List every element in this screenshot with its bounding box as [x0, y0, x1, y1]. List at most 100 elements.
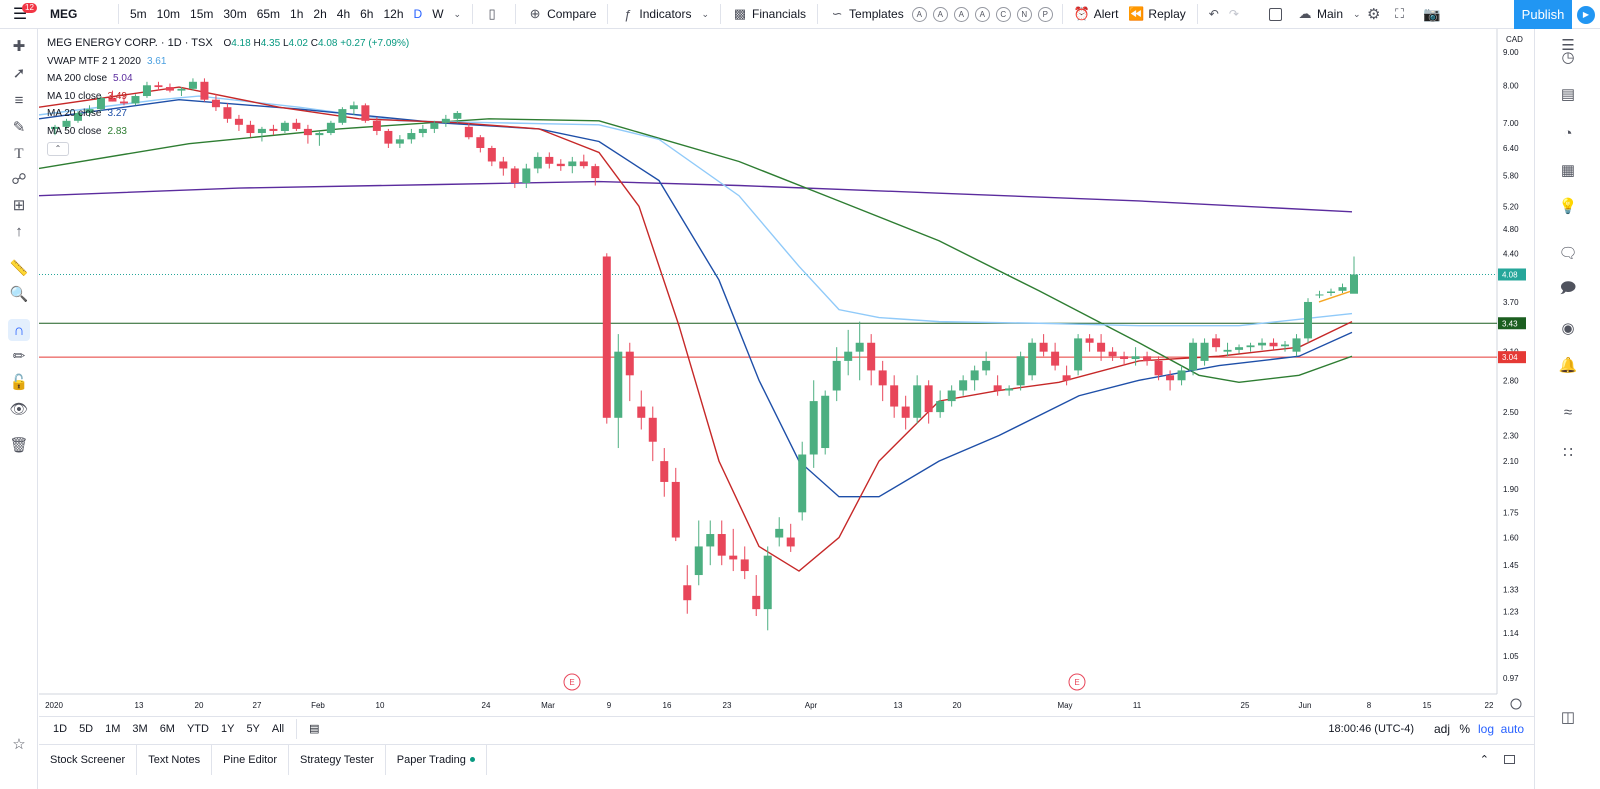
publish-button[interactable]: Publish [1514, 0, 1572, 29]
crosshair-tool[interactable]: ✚ [8, 35, 30, 57]
indicator-row[interactable]: MA 10 close 3.49 [47, 88, 409, 106]
symbol-search[interactable]: MEG [50, 7, 78, 21]
remove-drawings-tool[interactable]: 🗑 [8, 434, 30, 456]
zoom-tool[interactable]: 🔍 [8, 283, 30, 305]
template-shortcut[interactable]: A [974, 6, 990, 22]
pattern-tool[interactable]: ☍ [8, 168, 30, 190]
tab-paper-trading[interactable]: Paper Trading [386, 744, 487, 775]
range-ytd[interactable]: YTD [186, 722, 209, 735]
stay-drawing-tool[interactable]: ✏ [8, 345, 30, 367]
tab-strategy-tester[interactable]: Strategy Tester [289, 744, 386, 775]
symbol-title[interactable]: MEG ENERGY CORP. · 1D · TSX [47, 37, 213, 49]
menu-button[interactable]: ☰ 12 [0, 0, 40, 29]
layout-selector[interactable]: ☁ Main ⌄ [1292, 0, 1366, 29]
time-axis[interactable]: 2020 13 20 27 Feb 10 24 Mar 9 16 23 Apr 13 20 May 11 25 J… [45, 698, 1522, 710]
template-shortcut[interactable]: A [932, 6, 948, 22]
interval-10m[interactable]: 10m [156, 7, 181, 21]
indicator-row[interactable]: MA 20 close 3.27 [47, 105, 409, 123]
data-window-button[interactable]: ▤ [1557, 83, 1579, 105]
indicator-row[interactable]: MA 200 close 5.04 [47, 70, 409, 88]
range-1m[interactable]: 1M [105, 722, 121, 735]
tab-text-notes[interactable]: Text Notes [137, 744, 213, 775]
interval-12h[interactable]: 12h [383, 7, 404, 21]
hotlist-button[interactable]: ◔ [1557, 122, 1579, 144]
interval-2h[interactable]: 2h [313, 7, 327, 21]
chart-style-button[interactable]: ▯ [479, 0, 509, 29]
templates-button[interactable]: ∽ Templates [824, 0, 909, 29]
interval-65m[interactable]: 65m [256, 7, 281, 21]
interval-5m[interactable]: 5m [130, 7, 147, 21]
interval-4h[interactable]: 4h [336, 7, 351, 21]
timezone-clock[interactable]: 18:00:46 (UTC-4) [1328, 722, 1414, 735]
fullscreen-toggle[interactable] [1264, 0, 1287, 29]
measure-tool[interactable]: 📏 [8, 257, 30, 279]
redo-button[interactable]: ↷ [1224, 0, 1244, 29]
brush-tool[interactable]: ✎ [8, 116, 30, 138]
percent-scale-toggle[interactable]: % [1459, 721, 1470, 736]
fib-tool[interactable]: ≡ [8, 89, 30, 111]
interval-d[interactable]: D [413, 7, 423, 21]
order-panel-button[interactable]: ≈ [1557, 401, 1579, 423]
goto-date-button[interactable]: ▤ [303, 722, 325, 735]
range-6m[interactable]: 6M [159, 722, 175, 735]
replay-button[interactable]: ⏪ Replay [1123, 0, 1190, 29]
arrow-tool[interactable]: ↑ [8, 220, 30, 242]
indicators-button[interactable]: ƒ Indicators ⌄ [614, 0, 714, 29]
interval-w[interactable]: W [432, 7, 444, 21]
indicator-row[interactable]: VWAP MTF 2 1 2020 3.61 [47, 53, 409, 71]
interval-15m[interactable]: 15m [190, 7, 214, 21]
collapse-legend-button[interactable]: ⌃ [47, 142, 69, 156]
interval-dropdown[interactable]: ⌄ [449, 0, 467, 29]
settings-button[interactable]: ⚙ [1362, 0, 1385, 29]
price-axis[interactable]: CAD 9.00 8.00 7.00 6.40 5.80 5.20 4.80 4.40 3.70 3… [1498, 35, 1526, 683]
undo-button[interactable]: ↶ [1204, 0, 1224, 29]
calendar-button[interactable]: ▦ [1557, 159, 1579, 181]
prediction-tool[interactable]: ⊞ [8, 194, 30, 216]
tab-stock-screener[interactable]: Stock Screener [39, 744, 138, 775]
range-1d[interactable]: 1D [53, 722, 68, 735]
messages-button[interactable]: 🗩 [1557, 279, 1579, 301]
text-tool[interactable]: T [8, 143, 30, 165]
range-5y[interactable]: 5Y [246, 722, 260, 735]
ideas-button[interactable]: 💡 [1557, 195, 1579, 217]
price-chart[interactable]: CAD 9.00 8.00 7.00 6.40 5.80 5.20 4.80 4.40 3.70 3… [39, 29, 1534, 716]
layers-button[interactable]: ◫ [1557, 706, 1579, 728]
template-shortcut[interactable]: C [995, 6, 1011, 22]
auto-scale-toggle[interactable]: auto [1500, 721, 1524, 736]
interval-1h[interactable]: 1h [290, 7, 304, 21]
indicator-row[interactable]: MA 50 close 2.83 [47, 123, 409, 141]
streams-button[interactable]: ◉ [1557, 317, 1579, 339]
snapshot-button[interactable]: 📷 [1418, 0, 1445, 29]
trendline-tool[interactable]: ➚ [8, 62, 30, 84]
notifications-button[interactable]: 🔔 [1557, 354, 1579, 376]
log-scale-toggle[interactable]: log [1477, 721, 1494, 736]
maximize-panel-button[interactable] [1499, 745, 1520, 774]
compare-button[interactable]: ⊕ Compare [522, 0, 601, 29]
watchlist-button[interactable]: ☰ [1557, 34, 1579, 56]
range-1y[interactable]: 1Y [220, 722, 235, 735]
chats-button[interactable]: 🗨 [1557, 242, 1579, 264]
range-5d[interactable]: 5D [79, 722, 94, 735]
range-3m[interactable]: 3M [132, 722, 148, 735]
template-shortcut[interactable]: A [911, 6, 927, 22]
alerts-panel-button[interactable]: ◷ [1557, 46, 1579, 68]
dom-button[interactable]: ∷ [1557, 441, 1579, 463]
hide-drawings-tool[interactable]: 👁 [8, 398, 30, 420]
publish-menu-button[interactable]: ▶ [1572, 0, 1600, 29]
interval-30m[interactable]: 30m [223, 7, 247, 21]
lock-drawings-tool[interactable]: 🔓 [8, 371, 30, 393]
template-shortcut[interactable]: P [1037, 6, 1053, 22]
interval-6h[interactable]: 6h [360, 7, 374, 21]
favorites-tool[interactable]: ☆ [8, 733, 30, 755]
fullscreen-button[interactable]: ⛶ [1390, 0, 1409, 29]
tab-pine-editor[interactable]: Pine Editor [212, 744, 289, 775]
alert-button[interactable]: ⏰ Alert [1069, 0, 1124, 29]
magnet-tool[interactable]: ∩ [8, 319, 30, 341]
range-all[interactable]: All [271, 722, 285, 735]
compare-label: Compare [547, 7, 597, 21]
template-shortcut[interactable]: A [953, 6, 969, 22]
collapse-panel-button[interactable]: ⌃ [1475, 745, 1494, 774]
adjust-toggle[interactable]: adj [1433, 721, 1450, 736]
template-shortcut[interactable]: N [1016, 6, 1032, 22]
financials-button[interactable]: ▩ Financials [727, 0, 811, 29]
